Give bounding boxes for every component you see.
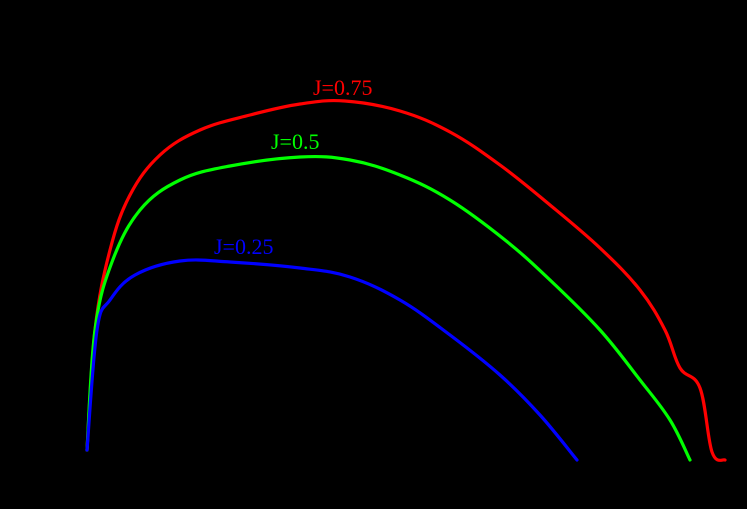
series-line-2: [85, 258, 579, 462]
series-line-0: [85, 98, 727, 462]
series-line-1: [85, 154, 692, 462]
label-j075: J=0.75: [313, 75, 373, 100]
series-group: [85, 98, 727, 462]
label-j025: J=0.25: [214, 234, 274, 259]
label-j05: J=0.5: [271, 129, 320, 154]
